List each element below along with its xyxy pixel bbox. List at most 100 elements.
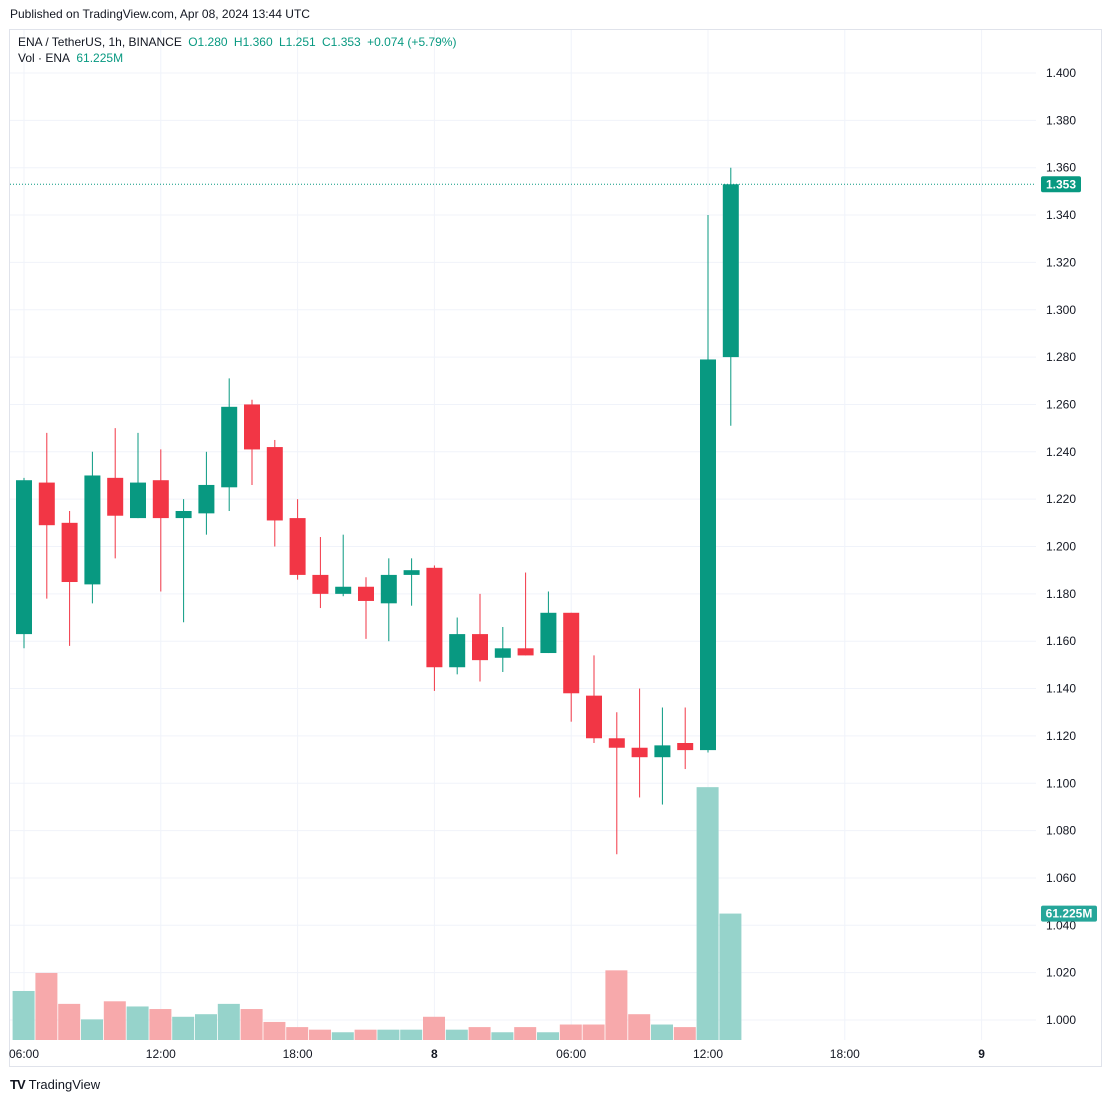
legend-high: H1.360 xyxy=(233,35,273,49)
chart-frame xyxy=(9,29,1102,1067)
y-tick-label: 1.220 xyxy=(1046,492,1076,506)
candle-body xyxy=(198,484,215,514)
volume-bar xyxy=(354,1029,377,1040)
y-tick-label: 1.160 xyxy=(1046,634,1076,648)
volume-bar xyxy=(103,1001,126,1040)
x-tick-label: 18:00 xyxy=(830,1047,860,1061)
volume-bar xyxy=(559,1024,582,1040)
volume-bar xyxy=(423,1016,445,1040)
candle-body xyxy=(449,634,466,668)
volume-bar xyxy=(537,1032,559,1040)
candle-body xyxy=(563,612,580,694)
volume-bar xyxy=(445,1029,468,1040)
candle-body xyxy=(289,518,306,575)
legend-volume-label[interactable]: Vol · ENA xyxy=(18,51,71,65)
last-price-label: 1.353 xyxy=(1046,177,1076,191)
candle-body xyxy=(335,586,352,594)
volume-bar xyxy=(309,1029,331,1040)
legend-low: L1.251 xyxy=(278,35,316,49)
published-note: Published on TradingView.com, Apr 08, 20… xyxy=(10,7,310,21)
volume-bar xyxy=(126,1006,149,1040)
y-tick-label: 1.260 xyxy=(1046,397,1076,411)
candle-body xyxy=(244,404,260,450)
legend-volume-value: 61.225M xyxy=(76,51,124,65)
candle-body xyxy=(221,406,238,488)
volume-bar xyxy=(172,1016,195,1040)
volume-bar xyxy=(263,1021,286,1040)
volume-bar xyxy=(514,1027,537,1040)
y-tick-label: 1.380 xyxy=(1046,113,1076,127)
candle-body xyxy=(380,574,397,604)
candle-body xyxy=(16,480,32,635)
y-tick-label: 1.320 xyxy=(1046,255,1076,269)
legend-change: +0.074 (+5.79%) xyxy=(367,35,457,49)
tradingview-logo-icon[interactable]: TV xyxy=(10,1077,26,1092)
y-tick-label: 1.280 xyxy=(1046,350,1076,364)
last-price-badge xyxy=(1041,176,1081,193)
candle-body xyxy=(130,482,146,519)
y-tick-label: 1.140 xyxy=(1046,682,1076,696)
candle-body xyxy=(472,634,488,661)
volume-bar xyxy=(628,1014,651,1040)
candle-body xyxy=(722,184,739,358)
legend-symbol[interactable]: ENA / TetherUS, 1h, BINANCE xyxy=(18,35,182,49)
volume-bar xyxy=(195,1014,217,1040)
footer: TV TradingView xyxy=(10,1077,100,1092)
x-tick-label: 18:00 xyxy=(283,1047,313,1061)
volume-bar xyxy=(582,1024,605,1040)
candle-body xyxy=(517,648,534,656)
y-tick-label: 1.300 xyxy=(1046,303,1076,317)
y-tick-label: 1.060 xyxy=(1046,871,1076,885)
y-tick-label: 1.400 xyxy=(1046,66,1076,80)
y-tick-label: 1.080 xyxy=(1046,824,1076,838)
candle-body xyxy=(312,574,329,594)
candle-body xyxy=(631,747,648,758)
volume-bar xyxy=(149,1009,172,1040)
volume-bar xyxy=(377,1029,400,1040)
volume-bar xyxy=(331,1032,354,1040)
candle-body xyxy=(403,570,420,575)
legend-price-row: ENA / TetherUS, 1h, BINANCE O1.280 H1.36… xyxy=(18,34,459,50)
last-volume-label: 61.225M xyxy=(1046,907,1093,921)
volume-bar xyxy=(240,1009,263,1040)
y-tick-label: 1.240 xyxy=(1046,445,1076,459)
volume-bar xyxy=(217,1003,240,1040)
x-tick-label: 12:00 xyxy=(693,1047,723,1061)
candle-body xyxy=(175,510,192,519)
legend-volume-row: Vol · ENA 61.225M xyxy=(18,50,459,66)
candle-body xyxy=(677,743,694,751)
candle-body xyxy=(586,695,602,739)
candle-body xyxy=(84,475,101,585)
candle-body xyxy=(494,648,511,658)
candle-body xyxy=(38,482,55,526)
volume-bar xyxy=(81,1019,103,1040)
volume-bar xyxy=(12,990,35,1040)
y-tick-label: 1.360 xyxy=(1046,161,1076,175)
y-tick-label: 1.020 xyxy=(1046,966,1076,980)
volume-bar xyxy=(719,913,742,1040)
y-tick-label: 1.040 xyxy=(1046,918,1076,932)
candle-body xyxy=(358,586,374,601)
volume-bar xyxy=(468,1027,491,1040)
volume-bar xyxy=(400,1029,423,1040)
chart-legend: ENA / TetherUS, 1h, BINANCE O1.280 H1.36… xyxy=(18,34,459,66)
candle-body xyxy=(608,738,625,748)
footer-brand[interactable]: TradingView xyxy=(28,1077,101,1092)
candle-body xyxy=(654,745,671,758)
candle-body xyxy=(152,480,169,519)
x-tick-label: 06:00 xyxy=(556,1047,586,1061)
candle-body xyxy=(426,567,443,668)
volume-bar xyxy=(286,1027,309,1040)
candle-body xyxy=(540,612,557,654)
volume-bar xyxy=(651,1024,673,1040)
x-tick-label: 8 xyxy=(431,1047,438,1061)
volume-bar xyxy=(605,970,628,1040)
last-volume-badge xyxy=(1041,905,1097,922)
volume-bar xyxy=(58,1003,81,1040)
candle-body xyxy=(266,447,283,521)
candle-body xyxy=(700,359,716,751)
volume-bar xyxy=(491,1032,514,1040)
volume-bar xyxy=(673,1027,696,1040)
y-tick-label: 1.180 xyxy=(1046,587,1076,601)
